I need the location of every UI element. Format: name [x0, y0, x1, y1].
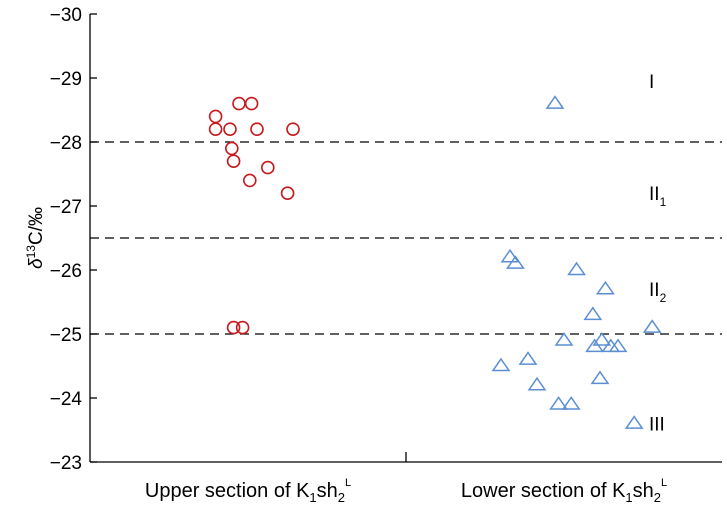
data-point-triangle [624, 415, 644, 429]
data-point-triangle [595, 280, 615, 295]
data-point-triangle [545, 95, 565, 109]
x-category-subscript: 1 [625, 490, 632, 505]
x-category-subscript: 2 [654, 490, 661, 505]
x-category-superscript: L [345, 477, 351, 489]
x-category-label: Lower section of K1sh2L [461, 477, 667, 505]
data-point-triangle [583, 306, 603, 321]
data-point-circle [243, 173, 257, 188]
y-tick-label: −23 [50, 453, 82, 474]
data-point-triangle [592, 332, 612, 346]
data-point-circle [286, 122, 300, 136]
zone-label-roman: II [649, 280, 660, 301]
data-point-triangle [527, 376, 547, 391]
y-tick-label: −24 [50, 389, 83, 410]
y-tick-label: −25 [50, 325, 82, 346]
data-point-circle [232, 96, 246, 111]
data-point-triangle [554, 332, 574, 346]
x-category-subscript: 2 [338, 490, 345, 505]
zone-label: I [649, 72, 654, 93]
y-tick-label: −28 [50, 133, 82, 154]
data-point-triangle [518, 351, 538, 365]
data-point-circle [260, 160, 275, 175]
x-category-text-suffix: sh [633, 480, 654, 502]
zone-label: II2 [649, 280, 667, 305]
data-point-circle [244, 96, 259, 111]
x-category-text: Lower section of K [461, 480, 626, 502]
axis-labels: Upper section of K1sh2L Lower section of … [24, 207, 667, 505]
data-point-triangle [491, 357, 511, 372]
x-category-subscript: 1 [309, 490, 316, 505]
data-point-circle [250, 122, 264, 136]
zone-label-subscript: 2 [660, 291, 667, 305]
y-tick-label: −29 [50, 69, 82, 90]
y-tick-label: −30 [50, 5, 82, 26]
zone-label-subscript: 1 [660, 195, 667, 209]
zone-label: III [649, 415, 665, 436]
data-point-circle [225, 141, 239, 156]
data-points [208, 95, 662, 429]
x-category-superscript: L [661, 477, 667, 489]
y-tick-label: −26 [50, 261, 82, 282]
y-axis-label: δ13C/‰ [24, 207, 47, 269]
data-point-triangle [505, 255, 525, 269]
x-category-text: Upper section of K [145, 480, 310, 502]
zone-label-roman: III [649, 415, 665, 436]
data-point-circle [235, 320, 250, 335]
data-point-triangle [642, 319, 662, 333]
zone-label-roman: I [649, 72, 654, 93]
data-point-circle [280, 186, 295, 200]
zone-boundaries [90, 141, 722, 335]
data-point-circle [226, 154, 241, 168]
data-point-triangle [561, 396, 581, 410]
x-category-label: Upper section of K1sh2L [145, 477, 351, 505]
zone-label: II1 [649, 184, 667, 209]
axes: −30 −29 −28 −27 −26 −25 −24 −23 [50, 5, 722, 474]
zone-label-roman: II [649, 184, 660, 205]
y-axis-label-text: C/‰ [26, 207, 47, 245]
data-point-triangle [608, 338, 628, 353]
y-tick-label: −27 [50, 197, 82, 218]
y-axis-label-delta: δ [26, 258, 47, 269]
y-axis-label-superscript: 13 [24, 245, 38, 259]
data-point-triangle [590, 370, 610, 385]
data-point-circle [223, 122, 237, 136]
data-point-triangle [567, 261, 587, 276]
data-point-circle [208, 122, 223, 136]
data-point-triangle [500, 248, 520, 263]
data-point-circle [208, 109, 223, 124]
data-point-circle [226, 320, 241, 335]
data-point-triangle [549, 396, 569, 410]
x-category-text-suffix: sh [317, 480, 338, 502]
